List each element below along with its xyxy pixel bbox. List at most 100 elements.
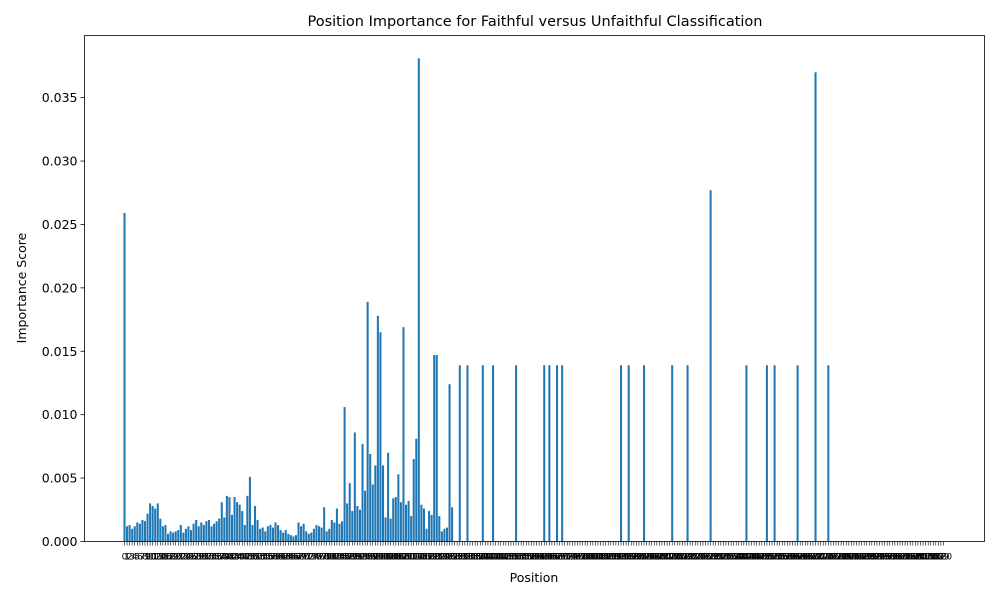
x-tick-label: 16 bbox=[160, 553, 172, 563]
x-tick-label: 7 bbox=[140, 553, 146, 563]
bar-153 bbox=[515, 365, 518, 542]
x-tick-label: 162 bbox=[531, 553, 548, 563]
x-tick-label: 308 bbox=[904, 553, 921, 563]
x-tick-label: 135 bbox=[461, 553, 478, 563]
bar-126 bbox=[445, 527, 449, 542]
x-tick-label: 86 bbox=[339, 553, 351, 563]
x-tick-label: 94 bbox=[359, 553, 371, 563]
bar-115 bbox=[417, 58, 420, 542]
x-tick-label: 260 bbox=[781, 553, 798, 563]
bar-131 bbox=[458, 365, 461, 542]
x-tick-label: 21 bbox=[173, 553, 184, 563]
x-tick-label: 310 bbox=[909, 553, 926, 563]
x-tick-label: 38 bbox=[216, 553, 228, 563]
x-tick-label: 303 bbox=[891, 553, 908, 563]
x-tick-label: 57 bbox=[265, 553, 276, 563]
x-tick-label: 81 bbox=[326, 553, 337, 563]
bar-35 bbox=[213, 523, 216, 542]
x-tick-label: 173 bbox=[559, 553, 576, 563]
x-tick-label: 2 bbox=[127, 553, 133, 563]
bar-171 bbox=[561, 365, 564, 542]
x-tick-label: 172 bbox=[556, 553, 573, 563]
x-tick-label: 224 bbox=[689, 553, 706, 563]
x-axis-label: Position bbox=[510, 570, 559, 585]
bar-229 bbox=[709, 190, 712, 542]
bar-7 bbox=[141, 519, 144, 542]
x-tick-label: 153 bbox=[507, 553, 524, 563]
x-tick-label: 34 bbox=[206, 553, 218, 563]
bar-194 bbox=[620, 365, 623, 542]
x-tick-label: 96 bbox=[364, 553, 376, 563]
x-tick-label: 103 bbox=[380, 553, 397, 563]
x-tick-label: 180 bbox=[577, 553, 594, 563]
bar-69 bbox=[300, 526, 303, 542]
x-tick-label: 30 bbox=[196, 553, 208, 563]
bar-88 bbox=[348, 483, 351, 542]
x-tick-label: 155 bbox=[513, 553, 530, 563]
x-tick-label: 37 bbox=[213, 553, 224, 563]
x-tick-label: 62 bbox=[277, 553, 288, 563]
x-tick-label: 114 bbox=[408, 553, 425, 563]
x-tick-label: 213 bbox=[661, 553, 678, 563]
x-tick-label: 136 bbox=[464, 553, 481, 563]
bar-263 bbox=[796, 365, 799, 542]
x-tick-label: 77 bbox=[316, 553, 327, 563]
y-tick-label: 0.010 bbox=[42, 407, 78, 422]
bar-114 bbox=[415, 438, 418, 542]
x-tick-label: 177 bbox=[569, 553, 586, 563]
x-tick-label: 19 bbox=[167, 553, 179, 563]
x-tick-label: 271 bbox=[809, 553, 826, 563]
x-tick-label: 256 bbox=[771, 553, 788, 563]
x-tick-label: 113 bbox=[405, 553, 422, 563]
x-tick-label: 238 bbox=[725, 553, 742, 563]
x-tick-label: 39 bbox=[219, 553, 231, 563]
y-tick-label: 0.030 bbox=[42, 154, 78, 169]
x-tick-label: 154 bbox=[510, 553, 527, 563]
x-tick-label: 70 bbox=[298, 553, 310, 563]
x-tick-label: 278 bbox=[827, 553, 844, 563]
x-tick-label: 194 bbox=[612, 553, 629, 563]
x-tick-label: 51 bbox=[249, 553, 260, 563]
x-tick-label: 190 bbox=[602, 553, 619, 563]
x-tick-label: 292 bbox=[863, 553, 880, 563]
x-tick-label: 132 bbox=[454, 553, 471, 563]
bar-76 bbox=[317, 526, 321, 542]
x-tick-label: 307 bbox=[902, 553, 919, 563]
bar-59 bbox=[274, 522, 277, 542]
x-tick-label: 233 bbox=[712, 553, 729, 563]
x-tick-label: 275 bbox=[820, 553, 837, 563]
x-tick-label: 285 bbox=[845, 553, 862, 563]
x-tick-label: 268 bbox=[802, 553, 819, 563]
x-tick-label: 106 bbox=[387, 553, 404, 563]
x-tick-label: 291 bbox=[861, 553, 878, 563]
x-tick-label: 156 bbox=[515, 553, 532, 563]
x-tick-label: 246 bbox=[746, 553, 763, 563]
x-tick-label: 279 bbox=[830, 553, 847, 563]
x-tick-label: 228 bbox=[699, 553, 716, 563]
bar-26 bbox=[190, 530, 193, 542]
x-tick-label: 115 bbox=[410, 553, 427, 563]
bar-116 bbox=[420, 504, 423, 542]
x-tick-label: 175 bbox=[564, 553, 581, 563]
x-tick-label: 43 bbox=[229, 553, 240, 563]
bar-91 bbox=[356, 505, 359, 542]
x-tick-label: 12 bbox=[149, 553, 160, 563]
x-tick-label: 295 bbox=[871, 553, 888, 563]
x-tick-label: 117 bbox=[415, 553, 432, 563]
bar-12 bbox=[154, 508, 157, 542]
x-tick-label: 82 bbox=[329, 553, 340, 563]
x-tick-label: 46 bbox=[237, 553, 249, 563]
bar-67 bbox=[294, 535, 297, 542]
x-tick-label: 176 bbox=[566, 553, 583, 563]
x-tick-label: 100 bbox=[372, 553, 389, 563]
x-tick-label: 67 bbox=[290, 553, 301, 563]
x-tick-label: 53 bbox=[254, 553, 265, 563]
bar-9 bbox=[146, 513, 149, 542]
x-tick-label: 216 bbox=[669, 553, 686, 563]
bar-166 bbox=[548, 365, 551, 542]
x-tick-label: 31 bbox=[198, 553, 209, 563]
x-tick-label: 133 bbox=[456, 553, 473, 563]
x-tick-label: 182 bbox=[582, 553, 599, 563]
bar-197 bbox=[627, 365, 630, 542]
bar-37 bbox=[218, 518, 221, 542]
